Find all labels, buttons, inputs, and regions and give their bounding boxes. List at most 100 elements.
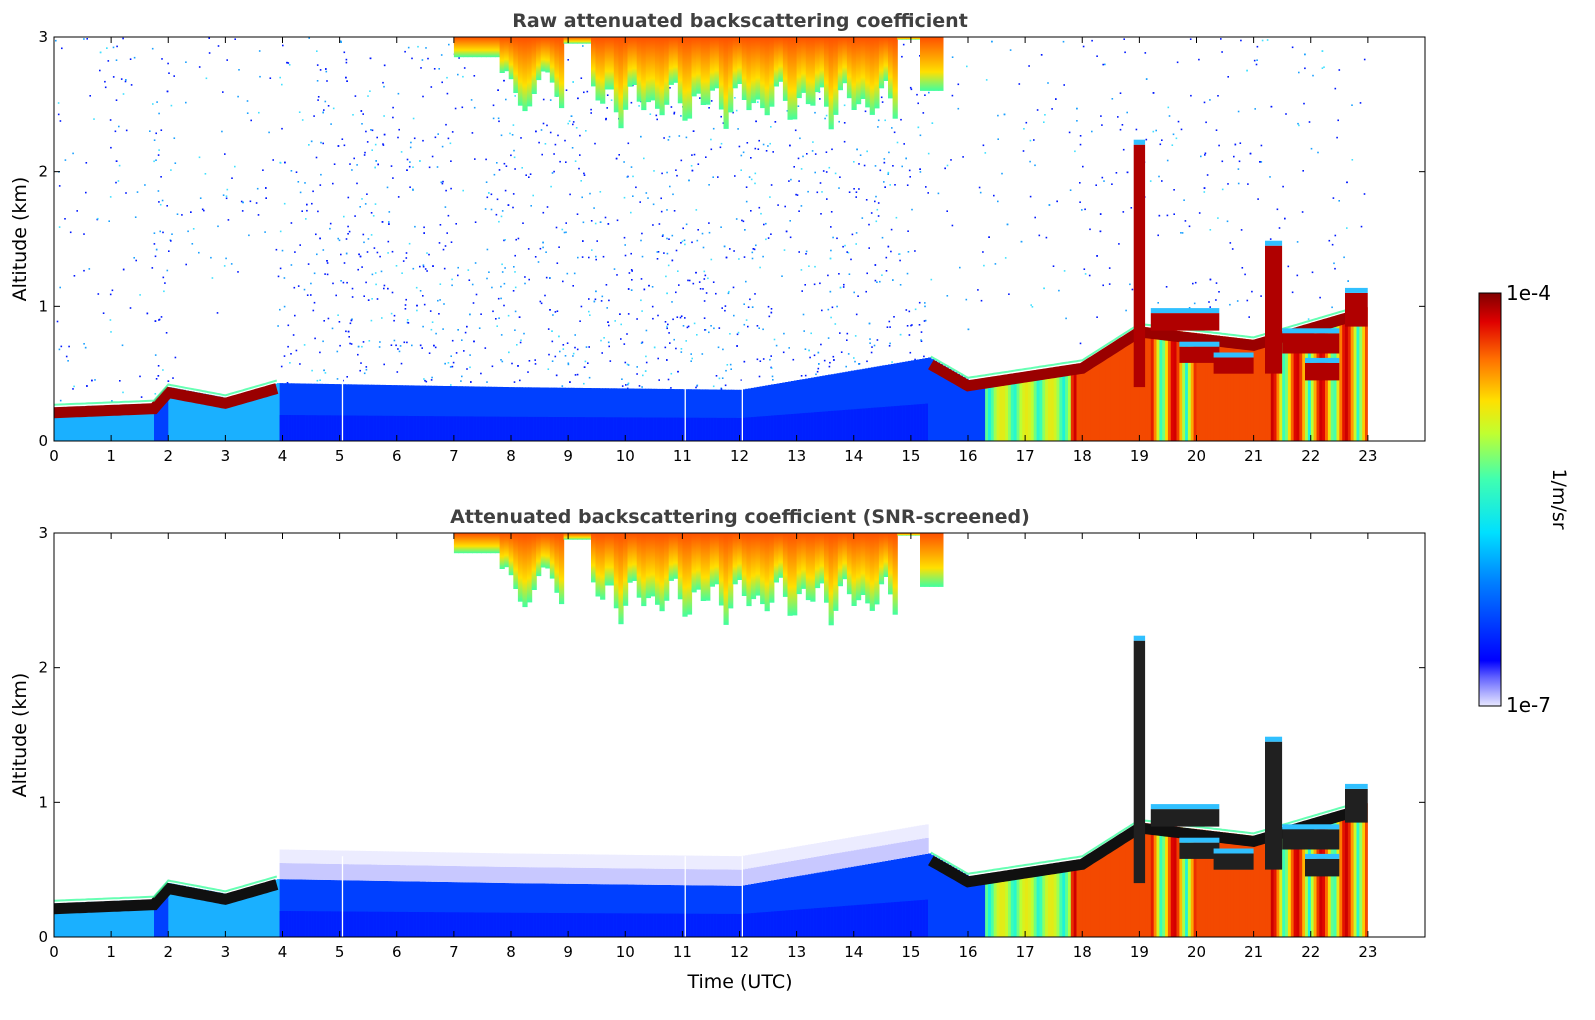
x-tick-label: 20 [1187,943,1206,961]
elevated-layer-fringe [1213,352,1254,358]
elevated-layer [1265,741,1283,870]
elevated-layer [1265,245,1283,374]
x-tick-label: 22 [1301,447,1320,465]
x-tick-label: 23 [1358,943,1377,961]
y-tick-label: 2 [38,163,48,181]
elevated-layer-fringe [1133,139,1146,145]
x-tick-label: 4 [278,943,288,961]
x-tick-label: 13 [787,447,806,465]
x-tick-label: 17 [1016,447,1035,465]
x-tick-label: 7 [449,447,459,465]
elevated-layer [1150,313,1220,331]
elevated-layer-fringe [1282,328,1340,334]
panel2-title: Attenuated backscattering coefficient (S… [450,506,1030,528]
x-tick-label: 12 [730,943,749,961]
panel1-title: Raw attenuated backscattering coefficien… [512,10,968,32]
x-tick-label: 16 [958,447,977,465]
x-tick-label: 14 [844,943,863,961]
elevated-layer [1282,333,1340,354]
panel1-plot-area [54,37,1425,441]
elevated-layer [1213,853,1254,870]
boundary-layer-aerosol [54,635,1369,937]
elevated-layer-fringe [1150,804,1220,810]
x-tick-label: 14 [844,447,863,465]
x-tick-label: 18 [1073,447,1092,465]
x-tick-label: 2 [163,943,173,961]
x-tick-label: 10 [616,943,635,961]
y-tick-label: 2 [38,659,48,677]
x-tick-label: 13 [787,943,806,961]
layer-top-fringe [54,799,1366,902]
elevated-layer-fringe [1345,287,1368,293]
x-tick-label: 7 [449,943,459,961]
colorbar-max-label: 1e-4 [1506,281,1551,305]
elevated-layer-fringe [1345,783,1368,789]
x-tick-label: 3 [221,943,231,961]
no-data-region [1367,37,1425,441]
x-tick-label: 22 [1301,943,1320,961]
colorbar-min-label: 1e-7 [1506,693,1551,717]
elevated-layer-fringe [1179,341,1220,347]
x-tick-label: 5 [335,447,345,465]
x-tick-label: 21 [1244,943,1263,961]
panel2-heatmap [54,533,1425,937]
y-tick-label: 1 [38,793,48,811]
elevated-layer [1345,788,1368,823]
x-tick-label: 15 [901,943,920,961]
x-tick-label: 16 [958,943,977,961]
elevated-layer-fringe [1213,848,1254,854]
x-tick-label: 9 [563,943,573,961]
x-tick-label: 18 [1073,943,1092,961]
elevated-layer [1133,640,1146,884]
x-tick-label: 20 [1187,447,1206,465]
elevated-layer [1179,842,1220,859]
elevated-layer [1213,357,1254,374]
x-tick-label: 4 [278,447,288,465]
y-tick-label: 3 [38,28,48,46]
y-tick-label: 3 [38,524,48,542]
elevated-layer-fringe [1133,635,1146,641]
x-tick-label: 1 [106,943,116,961]
elevated-layer-fringe [1305,357,1340,363]
x-tick-label: 6 [392,447,402,465]
x-tick-label: 0 [49,943,59,961]
panel2-axes: 0 1 2 3 4 5 6 7 8 9 10 11 12 13 14 15 16 17 18 19 20 21 22 2301… [38,524,1426,961]
elevated-layer-fringe [1305,853,1340,859]
x-tick-label: 19 [1130,943,1149,961]
elevated-layer [1133,144,1146,388]
cirrus-cloud [453,37,944,130]
x-tick-label: 12 [730,447,749,465]
panel1-ylabel: Altitude (km) [9,177,31,302]
x-tick-label: 8 [506,447,516,465]
elevated-layer-fringe [1265,736,1283,742]
x-tick-label: 6 [392,943,402,961]
elevated-layer-fringe [1265,240,1283,246]
colorbar [1478,292,1502,707]
x-tick-label: 17 [1016,943,1035,961]
panel2-xlabel: Time (UTC) [686,971,792,993]
boundary-layer-aerosol [54,139,1369,441]
elevated-layer [1150,809,1220,827]
x-tick-label: 21 [1244,447,1263,465]
x-tick-label: 11 [673,447,692,465]
elevated-layer [1282,829,1340,850]
layer-top-fringe [54,303,1366,406]
panel2-ylabel: Altitude (km) [9,673,31,798]
y-tick-label: 0 [38,432,48,450]
cirrus-cloud [453,533,944,626]
colorbar-unit-label: 1/m/sr [1548,468,1570,529]
x-tick-label: 9 [563,447,573,465]
x-tick-label: 3 [221,447,231,465]
elevated-layer [1179,346,1220,363]
x-tick-label: 2 [163,447,173,465]
x-tick-label: 8 [506,943,516,961]
x-tick-label: 10 [616,447,635,465]
x-tick-label: 15 [901,447,920,465]
x-tick-label: 5 [335,943,345,961]
x-tick-label: 23 [1358,447,1377,465]
no-data-region [1367,533,1425,937]
elevated-layer-fringe [1150,308,1220,314]
elevated-layer [1305,362,1340,381]
panel2-plot-area [54,533,1425,937]
